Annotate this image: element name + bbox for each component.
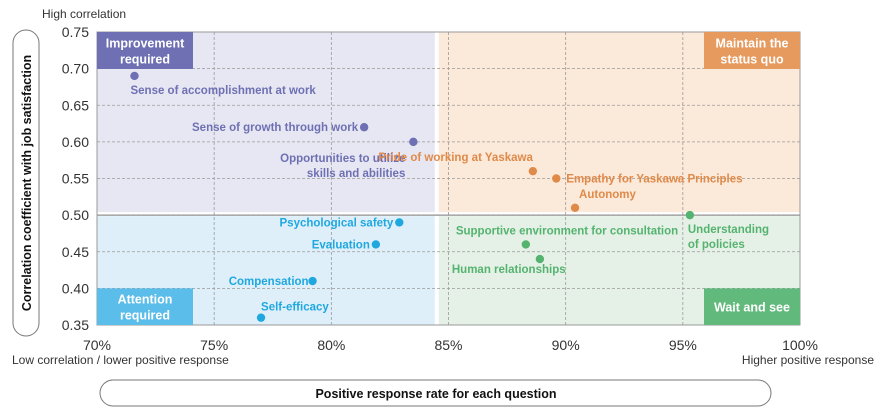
data-point — [535, 254, 545, 264]
point-label: Sense of accomplishment at work — [130, 85, 316, 97]
quadrant-label-box — [97, 32, 193, 69]
quadrant-label: required — [120, 53, 170, 67]
data-point — [685, 210, 695, 220]
quadrant-label: Improvement — [106, 37, 185, 51]
y-axis-title-frame — [12, 29, 40, 337]
x-tick-label: 95% — [669, 337, 697, 353]
y-tick-label: 0.50 — [62, 207, 89, 223]
point-label: Understanding — [688, 224, 769, 236]
x-tick-label: 75% — [200, 337, 228, 353]
data-point — [359, 123, 369, 132]
data-point — [308, 276, 317, 286]
point-label: Opportunities to utilize — [280, 153, 405, 165]
annotation-higher-positive: Higher positive response — [742, 353, 874, 367]
data-point — [552, 174, 561, 183]
point-label: Evaluation — [312, 239, 370, 251]
x-tick-label: 80% — [317, 337, 345, 353]
point-label: Empathy for Yaskawa Principles — [566, 174, 742, 186]
y-tick-label: 0.45 — [62, 244, 89, 260]
y-tick-label: 0.35 — [62, 317, 89, 333]
quadrant-label: required — [120, 309, 170, 323]
annotation-high-correlation: High correlation — [42, 7, 126, 21]
point-label: Self-efficacy — [261, 302, 329, 314]
x-axis-title-frame — [99, 379, 772, 407]
y-axis-title: Correlation coefficient with job satisfa… — [20, 55, 34, 311]
y-tick-label: 0.70 — [62, 61, 89, 77]
data-point — [570, 203, 580, 212]
y-tick-label: 0.55 — [62, 171, 89, 187]
quadrant-label-box — [97, 288, 193, 325]
quadrant-label: Attention — [118, 293, 173, 307]
point-label: Psychological safety — [280, 217, 394, 229]
quadrant-label-box — [704, 288, 800, 325]
point-label: Supportive environment for consultation — [456, 225, 678, 237]
x-axis-title: Positive response rate for each question — [315, 387, 556, 401]
y-tick-label: 0.65 — [62, 97, 89, 113]
data-point — [371, 240, 381, 249]
point-label: of policies — [688, 239, 745, 251]
y-tick-label: 0.60 — [62, 134, 89, 150]
point-label: Pride of working at Yaskawa — [378, 152, 533, 164]
quadrant-label: Maintain the — [716, 37, 789, 51]
y-tick-label: 0.75 — [62, 24, 89, 40]
point-label: Autonomy — [579, 189, 636, 201]
x-tick-label: 100% — [782, 337, 818, 353]
plot-frame — [96, 31, 801, 326]
x-tick-label: 90% — [552, 337, 580, 353]
data-point — [521, 240, 531, 249]
annotation-low-correlation: Low correlation / lower positive respons… — [12, 353, 229, 367]
quadrant-label-box — [704, 32, 800, 69]
x-tick-label: 70% — [83, 337, 111, 353]
point-label: skills and abilities — [307, 168, 405, 180]
quadrant-label: Wait and see — [714, 301, 790, 315]
point-label: Compensation — [229, 276, 309, 288]
data-point — [528, 166, 538, 176]
data-point — [130, 71, 139, 81]
y-tick-label: 0.40 — [62, 280, 89, 296]
point-label: Human relationships — [452, 264, 566, 276]
data-point — [395, 218, 404, 227]
data-point — [256, 313, 266, 322]
point-label: Sense of growth through work — [192, 122, 359, 134]
data-point — [409, 137, 418, 147]
x-tick-label: 85% — [434, 337, 462, 353]
quadrant-label: status quo — [720, 53, 784, 67]
